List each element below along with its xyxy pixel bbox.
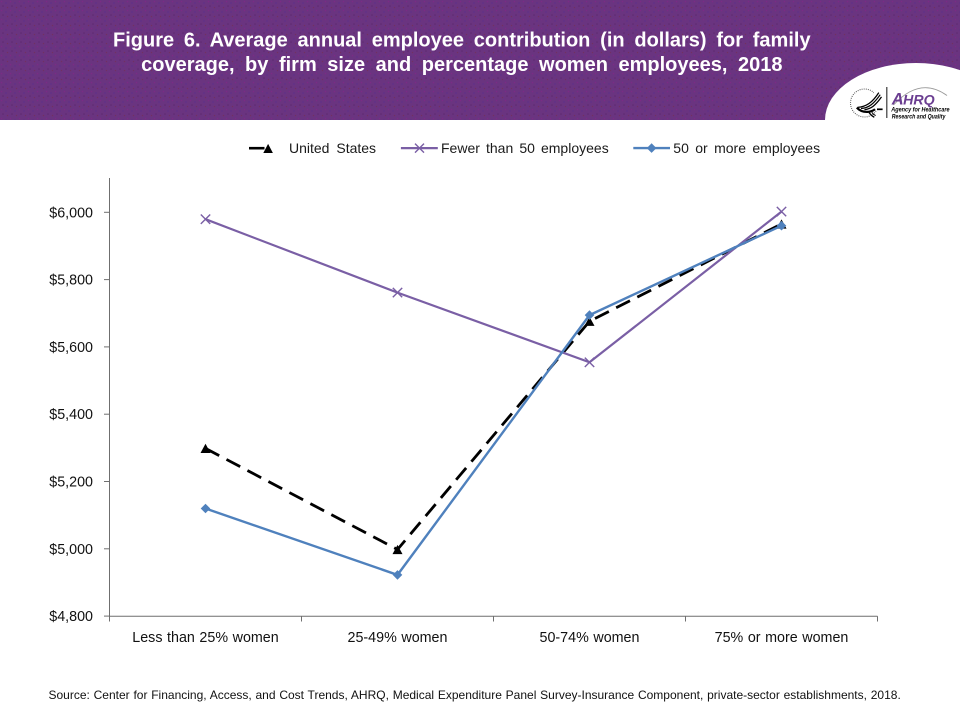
svg-text:$5,400: $5,400	[49, 407, 93, 423]
svg-text:$4,800: $4,800	[49, 609, 93, 625]
svg-text:50-74% women: 50-74% women	[540, 630, 640, 646]
svg-text:75% or more women: 75% or more women	[715, 630, 849, 646]
svg-text:Less than 25% women: Less than 25% women	[132, 630, 278, 646]
svg-text:$5,200: $5,200	[49, 475, 93, 491]
svg-text:coverage, by firm size and per: coverage, by firm size and percentage wo…	[141, 54, 782, 76]
svg-text:Agency for Healthcare: Agency for Healthcare	[890, 107, 949, 114]
svg-text:50 or more employees: 50 or more employees	[673, 140, 820, 156]
svg-text:A: A	[891, 91, 904, 109]
svg-text:$6,000: $6,000	[49, 205, 93, 221]
svg-text:Fewer than 50 employees: Fewer than 50 employees	[441, 140, 609, 156]
svg-text:United States: United States	[289, 140, 376, 156]
svg-text:25-49% women: 25-49% women	[348, 630, 448, 646]
svg-text:Source: Center for Financing,: Source: Center for Financing, Access, an…	[49, 688, 901, 702]
svg-text:$5,800: $5,800	[49, 273, 93, 289]
svg-text:Figure 6. Average annual emplo: Figure 6. Average annual employee contri…	[113, 29, 811, 51]
svg-text:$5,000: $5,000	[49, 542, 93, 558]
svg-text:$5,600: $5,600	[49, 340, 93, 356]
svg-text:Research and Quality: Research and Quality	[892, 114, 946, 121]
svg-text:HRQ: HRQ	[903, 92, 935, 108]
